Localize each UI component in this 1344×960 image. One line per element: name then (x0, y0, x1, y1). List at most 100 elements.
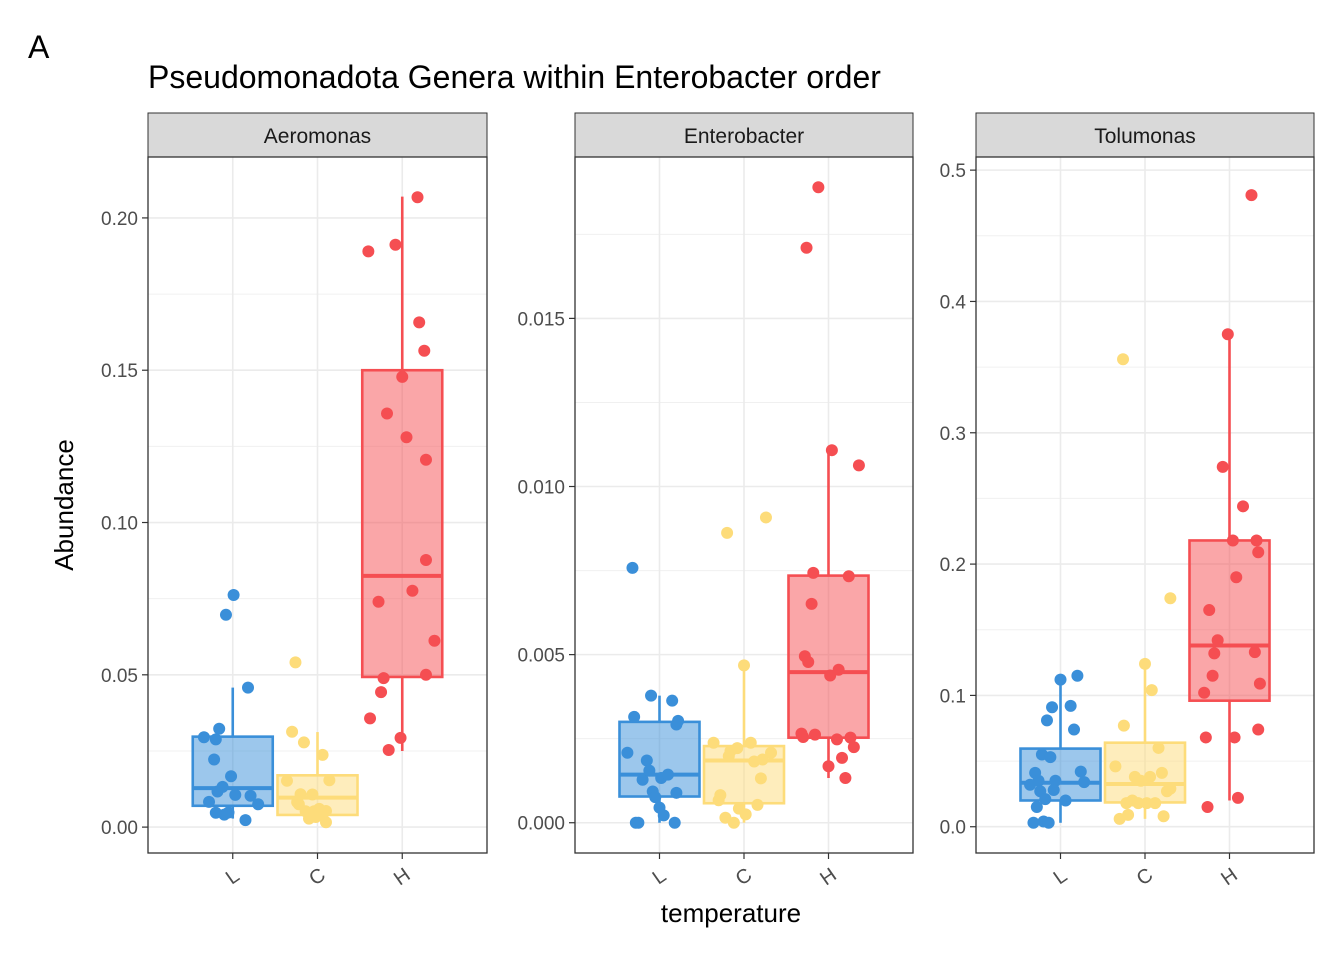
data-point-H (1226, 534, 1239, 547)
data-point-C (1152, 741, 1165, 754)
data-point-H (800, 241, 813, 254)
y-tick-label: 0.3 (940, 424, 966, 445)
data-point-H (832, 663, 845, 676)
data-point-H (830, 733, 843, 746)
data-point-H (1252, 546, 1265, 559)
panel-tag: A (28, 29, 50, 65)
data-point-L (208, 753, 221, 766)
data-point-L (626, 561, 639, 574)
data-point-H (839, 772, 852, 785)
facet-aeromonas: Aeromonas 0.00 0.05 0.10 0.15 0.20 L C H (101, 112, 488, 890)
data-point-H (824, 669, 837, 682)
x-axis-label: temperature (661, 898, 801, 928)
x-tick-label: H (816, 864, 840, 890)
y-axis-label: Abundance (49, 439, 79, 571)
y-tick-label: 0.00 (101, 818, 138, 839)
facet-strip-label: Enterobacter (684, 125, 804, 148)
data-point-C (1144, 770, 1157, 783)
y-tick-label: 0.20 (101, 209, 138, 230)
x-tick-label: L (649, 865, 671, 889)
data-point-H (396, 370, 409, 383)
data-point-L (209, 733, 222, 746)
data-point-L (203, 795, 216, 808)
data-point-H (394, 731, 407, 744)
data-point-C (319, 816, 332, 829)
data-point-C (759, 511, 772, 524)
data-point-H (1237, 500, 1250, 513)
data-point-H (375, 686, 388, 699)
data-point-L (1078, 776, 1091, 789)
data-point-L (670, 786, 683, 799)
data-point-L (649, 791, 662, 804)
data-point-L (645, 689, 658, 702)
data-point-L (1049, 774, 1062, 787)
data-point-H (807, 566, 820, 579)
y-tick-label: 0.5 (940, 161, 966, 182)
data-point-H (1250, 534, 1263, 547)
y-tick-label: 0.2 (940, 555, 966, 576)
data-point-H (364, 712, 377, 725)
x-tick-label: L (1050, 865, 1072, 889)
data-point-H (1221, 328, 1234, 341)
data-point-H (377, 672, 390, 685)
data-point-C (1155, 766, 1168, 779)
data-point-H (812, 181, 825, 194)
data-point-H (1253, 677, 1266, 690)
data-point-L (640, 754, 653, 767)
data-point-C (319, 804, 332, 817)
data-point-C (1122, 808, 1135, 821)
data-point-L (661, 768, 674, 781)
data-point-H (400, 431, 413, 444)
y-tick-label: 0.0 (940, 818, 966, 839)
facet-enterobacter: Enterobacter 0.000 0.005 0.010 0.015 L C H (517, 112, 914, 890)
data-point-L (1068, 723, 1081, 736)
data-point-C (1117, 353, 1130, 366)
facet-strip-label: Aeromonas (264, 125, 371, 148)
data-point-H (1208, 647, 1221, 660)
data-point-C (727, 816, 740, 829)
data-point-C (294, 788, 307, 801)
data-point-C (316, 748, 329, 761)
data-point-H (836, 751, 849, 764)
data-point-C (1109, 760, 1122, 773)
y-tick-label: 0.000 (517, 814, 565, 835)
data-point-H (825, 444, 838, 457)
data-point-H (1248, 646, 1261, 659)
data-point-C (323, 774, 336, 787)
data-point-H (802, 656, 815, 669)
data-point-L (1042, 816, 1055, 829)
data-point-H (413, 316, 426, 329)
data-point-H (428, 634, 441, 647)
facet-strip (147, 112, 488, 158)
facet-tolumonas: Tolumonas 0.0 0.1 0.2 0.3 0.4 0.5 L C H (940, 112, 1315, 890)
data-point-L (621, 746, 634, 759)
data-point-L (239, 814, 252, 827)
y-tick-label: 0.1 (940, 686, 966, 707)
data-point-C (1164, 592, 1177, 605)
data-point-L (657, 809, 670, 822)
y-tick-label: 0.4 (940, 292, 967, 313)
y-tick-label: 0.005 (517, 646, 565, 667)
data-point-C (721, 526, 734, 539)
data-point-H (808, 728, 821, 741)
x-tick-label: H (1217, 864, 1241, 890)
data-point-L (1064, 699, 1077, 712)
data-point-L (197, 731, 210, 744)
data-point-C (1132, 797, 1145, 810)
data-point-C (1157, 810, 1170, 823)
box-H (360, 368, 444, 679)
data-point-C (738, 659, 750, 672)
data-point-H (1252, 723, 1265, 736)
data-point-H (382, 744, 395, 757)
data-point-C (707, 736, 720, 749)
data-point-L (1040, 714, 1053, 727)
facet-strip-label: Tolumonas (1094, 125, 1196, 148)
data-point-L (225, 770, 238, 783)
data-point-H (411, 191, 424, 204)
data-point-H (844, 731, 857, 744)
data-point-H (380, 407, 393, 420)
data-point-L (242, 681, 255, 694)
box-L (618, 720, 701, 798)
data-point-L (666, 694, 679, 707)
